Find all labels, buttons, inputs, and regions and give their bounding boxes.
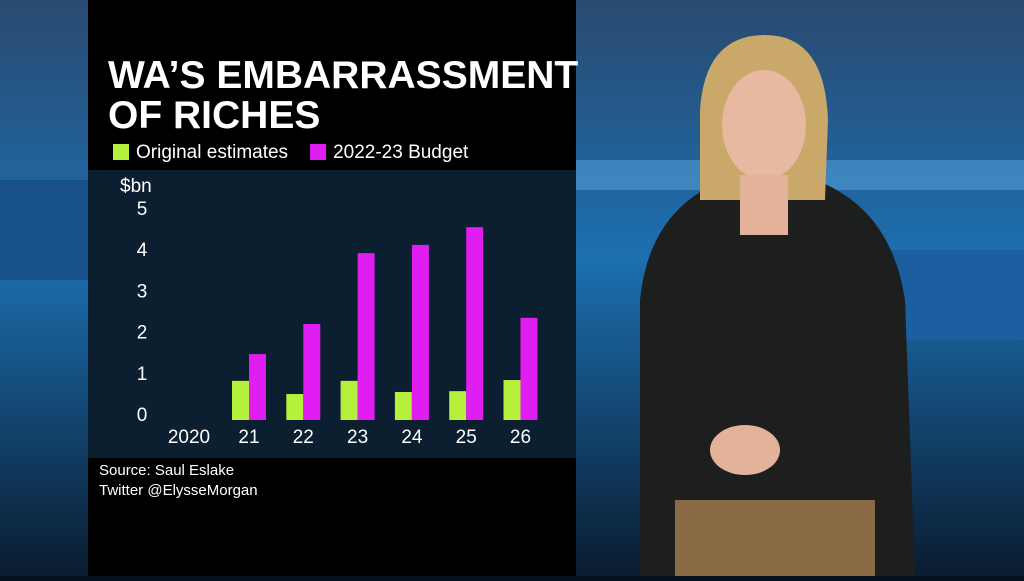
y-tick-label: 1 <box>137 364 148 385</box>
bar <box>340 380 358 420</box>
bar <box>232 380 249 420</box>
legend-label: Original estimates <box>136 142 288 163</box>
bar <box>411 244 429 420</box>
legend-swatch <box>113 144 129 160</box>
bar <box>466 227 484 420</box>
x-tick-label: 26 <box>510 427 531 448</box>
presenter-trousers <box>675 500 875 576</box>
bar <box>357 253 375 420</box>
x-tick-label: 22 <box>293 427 314 448</box>
source: Source: Saul Eslake <box>99 462 234 479</box>
x-tick-label: 2020 <box>168 427 210 448</box>
chart-area <box>88 170 576 458</box>
presenter-jacket <box>640 175 915 576</box>
studio-screen <box>0 180 88 280</box>
presenter-neck <box>740 175 788 235</box>
legend-swatch <box>310 144 327 160</box>
bar <box>449 391 467 420</box>
bar <box>286 394 304 420</box>
y-tick-label: 5 <box>137 199 148 220</box>
bar <box>394 391 412 420</box>
y-tick-label: 2 <box>137 323 148 344</box>
y-tick-label: 4 <box>137 240 148 261</box>
presenter-face <box>722 70 806 180</box>
y-tick-label: 0 <box>137 405 148 426</box>
bar <box>303 324 321 420</box>
x-tick-label: 21 <box>238 427 259 448</box>
bar <box>249 354 266 420</box>
x-tick-label: 23 <box>347 427 368 448</box>
chart-title: WA’S EMBARRASSMENT OF RICHES <box>108 54 578 137</box>
y-tick-label: 3 <box>137 281 148 302</box>
presenter-hands <box>710 425 780 475</box>
y-unit: $bn <box>120 176 152 197</box>
bar <box>503 380 521 420</box>
x-tick-label: 24 <box>401 427 423 448</box>
bar <box>520 317 538 420</box>
source: Twitter @ElysseMorgan <box>99 482 258 499</box>
legend-label: 2022-23 Budget <box>333 142 469 163</box>
x-tick-label: 25 <box>456 427 477 448</box>
